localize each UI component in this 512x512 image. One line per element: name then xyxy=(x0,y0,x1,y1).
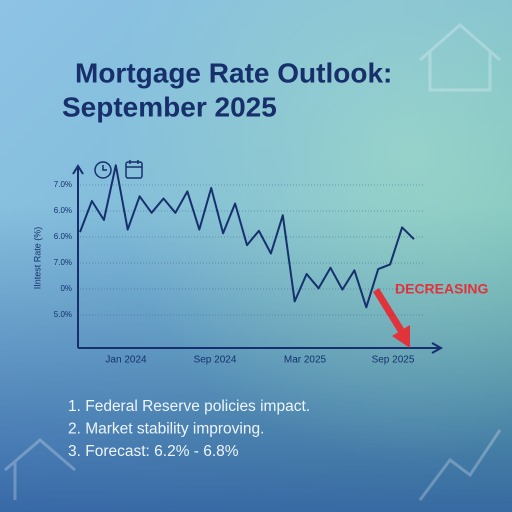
y-axis-label: IIntest Rate (%) xyxy=(32,227,42,290)
list: 1. Federal Reserve policies impact. 2. Ma… xyxy=(68,398,310,460)
title: September 2025 xyxy=(62,91,277,122)
title: Mortgage Rate Outlook: xyxy=(75,57,392,88)
icons xyxy=(94,160,143,179)
list-item: 2. Market stability improving. xyxy=(68,421,264,438)
y-tick-label: 5.0% xyxy=(54,310,72,319)
x-axis-arrow xyxy=(431,342,444,354)
y-tick-label: 7.0% xyxy=(54,180,72,189)
y-tick-label: 6.0% xyxy=(54,206,72,215)
list-item: 1. Federal Reserve policies impact. xyxy=(68,398,310,415)
arrow-head xyxy=(392,325,410,348)
x-tick-label: Sep 2024 xyxy=(194,355,237,366)
chart: IIntest Rate (%) DECREASING 7.0% 6.0% 6.0%… xyxy=(32,164,488,366)
decor xyxy=(4,23,502,501)
x-tick-label: Mar 2025 xyxy=(284,355,327,366)
rate-line xyxy=(79,164,415,309)
y-axis-arrow xyxy=(72,164,84,175)
arrow xyxy=(373,288,405,334)
x-tick-label: Sep 2025 xyxy=(372,355,415,366)
y-tick-label: 0% xyxy=(60,284,72,293)
annotation: DECREASING xyxy=(395,281,488,297)
y-tick-label: 6.0% xyxy=(54,232,72,241)
x-tick-label: Jan 2024 xyxy=(105,355,147,366)
list-item: 3. Forecast: 6.2% - 6.8% xyxy=(68,443,239,460)
y-tick-label: 7.0% xyxy=(54,258,72,267)
